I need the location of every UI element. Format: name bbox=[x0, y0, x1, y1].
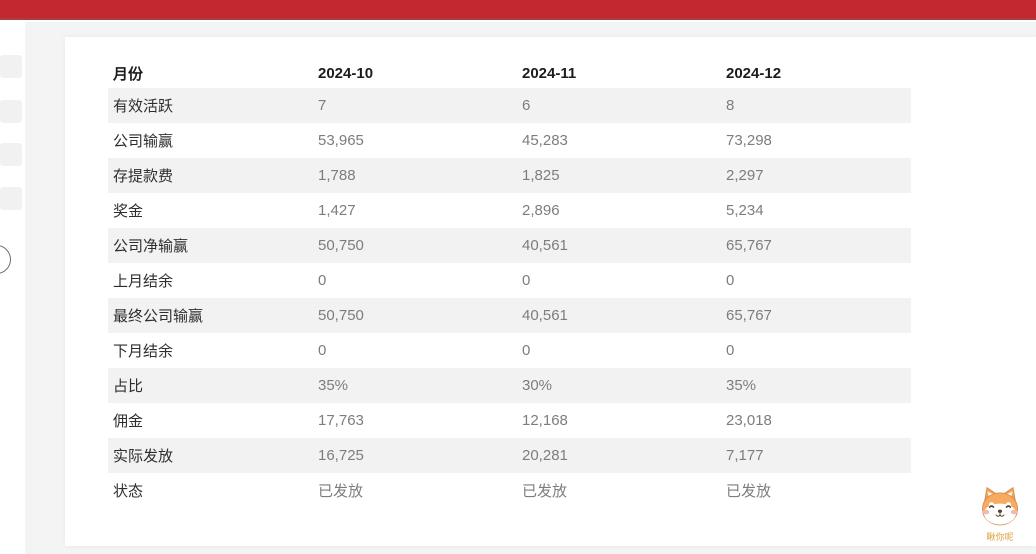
row-label: 奖金 bbox=[113, 203, 144, 220]
table-header-row: 月份 2024-10 2024-11 2024-12 bbox=[108, 58, 911, 88]
row-value: 1,825 bbox=[522, 167, 560, 184]
sidebar bbox=[0, 22, 25, 554]
sidebar-item-placeholder bbox=[0, 187, 22, 210]
row-value: 0 bbox=[522, 272, 531, 289]
row-label: 下月结余 bbox=[113, 343, 174, 360]
row-value: 20,281 bbox=[522, 447, 568, 464]
row-label: 佣金 bbox=[113, 413, 144, 430]
mascot-widget[interactable]: 瞅你呢 bbox=[974, 485, 1026, 542]
report-card: 月份 2024-10 2024-11 2024-12 有效活跃 7 6 8 公司… bbox=[65, 37, 1036, 546]
monthly-report-table: 月份 2024-10 2024-11 2024-12 有效活跃 7 6 8 公司… bbox=[108, 58, 911, 508]
row-value: 30% bbox=[522, 377, 553, 394]
row-value: 73,298 bbox=[726, 132, 772, 149]
table-row: 有效活跃 7 6 8 bbox=[108, 88, 911, 123]
row-value: 16,725 bbox=[318, 447, 364, 464]
row-value: 0 bbox=[318, 342, 327, 359]
row-value: 已发放 bbox=[318, 483, 364, 500]
row-value: 50,750 bbox=[318, 237, 364, 254]
column-header-month: 月份 bbox=[113, 65, 144, 83]
table-row: 最终公司输赢 50,750 40,561 65,767 bbox=[108, 298, 911, 333]
row-label: 公司输赢 bbox=[113, 133, 174, 150]
table-row: 占比 35% 30% 35% bbox=[108, 368, 911, 403]
row-value: 5,234 bbox=[726, 202, 764, 219]
row-value: 0 bbox=[726, 342, 735, 359]
row-value: 35% bbox=[318, 377, 349, 394]
top-red-bar bbox=[0, 0, 1036, 20]
shiba-dog-icon bbox=[977, 485, 1023, 531]
table-row: 状态 已发放 已发放 已发放 bbox=[108, 473, 911, 508]
table-row: 公司输赢 53,965 45,283 73,298 bbox=[108, 123, 911, 158]
row-value: 已发放 bbox=[726, 483, 772, 500]
row-label: 有效活跃 bbox=[113, 98, 174, 115]
row-value: 0 bbox=[318, 272, 327, 289]
row-label: 存提款费 bbox=[113, 168, 174, 185]
row-value: 12,168 bbox=[522, 412, 568, 429]
row-value: 23,018 bbox=[726, 412, 772, 429]
row-value: 已发放 bbox=[522, 483, 568, 500]
table-row: 佣金 17,763 12,168 23,018 bbox=[108, 403, 911, 438]
row-label: 状态 bbox=[113, 483, 144, 500]
row-label: 占比 bbox=[113, 378, 144, 395]
row-value: 35% bbox=[726, 377, 757, 394]
row-value: 65,767 bbox=[726, 237, 772, 254]
row-value: 45,283 bbox=[522, 132, 568, 149]
mascot-caption: 瞅你呢 bbox=[986, 532, 1014, 542]
row-label: 公司净输赢 bbox=[113, 238, 189, 255]
row-value: 2,297 bbox=[726, 167, 764, 184]
sidebar-item-placeholder bbox=[0, 55, 22, 78]
row-value: 8 bbox=[726, 97, 735, 114]
row-value: 0 bbox=[522, 342, 531, 359]
row-value: 65,767 bbox=[726, 307, 772, 324]
table-row: 存提款费 1,788 1,825 2,297 bbox=[108, 158, 911, 193]
row-value: 6 bbox=[522, 97, 531, 114]
row-value: 1,788 bbox=[318, 167, 356, 184]
row-label: 实际发放 bbox=[113, 448, 174, 465]
row-label: 上月结余 bbox=[113, 273, 174, 290]
row-value: 40,561 bbox=[522, 307, 568, 324]
row-value: 1,427 bbox=[318, 202, 356, 219]
column-header-2024-12: 2024-12 bbox=[726, 64, 782, 82]
row-value: 17,763 bbox=[318, 412, 364, 429]
table-row: 实际发放 16,725 20,281 7,177 bbox=[108, 438, 911, 473]
column-header-2024-11: 2024-11 bbox=[522, 64, 577, 82]
sidebar-item-placeholder bbox=[0, 143, 22, 166]
row-value: 40,561 bbox=[522, 237, 568, 254]
column-header-2024-10: 2024-10 bbox=[318, 64, 374, 82]
table-row: 上月结余 0 0 0 bbox=[108, 263, 911, 298]
row-value: 2,896 bbox=[522, 202, 560, 219]
table-row: 下月结余 0 0 0 bbox=[108, 333, 911, 368]
table-row: 公司净输赢 50,750 40,561 65,767 bbox=[108, 228, 911, 263]
row-value: 7,177 bbox=[726, 447, 764, 464]
sidebar-item-placeholder bbox=[0, 100, 22, 123]
row-label: 最终公司输赢 bbox=[113, 308, 204, 325]
row-value: 0 bbox=[726, 272, 735, 289]
row-value: 50,750 bbox=[318, 307, 364, 324]
row-value: 7 bbox=[318, 97, 327, 114]
row-value: 53,965 bbox=[318, 132, 364, 149]
table-row: 奖金 1,427 2,896 5,234 bbox=[108, 193, 911, 228]
